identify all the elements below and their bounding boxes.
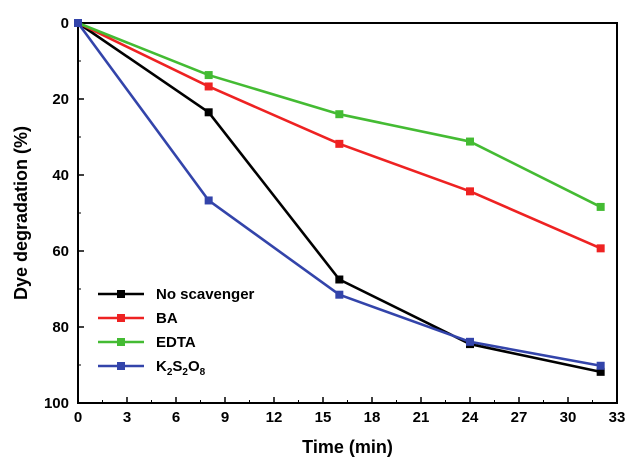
series-layer — [74, 19, 605, 376]
data-point — [335, 110, 344, 119]
series-0 — [74, 19, 605, 376]
legend-label: EDTA — [156, 334, 196, 351]
x-tick-label: 15 — [315, 409, 332, 426]
data-point — [596, 361, 605, 370]
x-tick-label: 12 — [266, 409, 283, 426]
data-point — [204, 71, 213, 80]
legend-label-part: 8 — [200, 367, 206, 378]
y-tick-label: 100 — [44, 395, 69, 412]
legend-item: No scavenger — [98, 286, 255, 303]
x-tick-label: 30 — [560, 409, 577, 426]
x-tick-label: 27 — [511, 409, 528, 426]
x-tick-label: 0 — [74, 409, 82, 426]
series-2 — [74, 19, 605, 211]
data-point — [466, 337, 474, 346]
legend-marker — [117, 290, 125, 298]
legend-label-part: EDTA — [156, 334, 196, 351]
data-point — [335, 275, 344, 284]
legend-item: BA — [98, 310, 178, 327]
legend-label: No scavenger — [156, 286, 255, 303]
legend-marker — [117, 362, 125, 370]
x-axis-ticks: 0 3 6 9 12 15 18 21 24 27 30 33 — [74, 397, 626, 426]
data-point — [596, 244, 605, 253]
y-axis-title: Dye degradation (%) — [11, 126, 31, 300]
data-point — [466, 137, 474, 146]
y-tick-label: 80 — [52, 319, 69, 336]
x-tick-label: 9 — [221, 409, 229, 426]
data-point — [596, 202, 605, 211]
y-axis-ticks: 0 20 40 60 80 100 — [44, 15, 84, 412]
data-point — [335, 290, 344, 299]
legend-marker — [117, 338, 125, 346]
legend-label-part: K — [156, 358, 167, 375]
legend-label-part: No scavenger — [156, 286, 255, 303]
legend-item: EDTA — [98, 334, 196, 351]
data-point — [204, 196, 213, 205]
data-point — [335, 139, 344, 148]
legend-label-part: O — [188, 358, 200, 375]
x-tick-label: 6 — [172, 409, 180, 426]
data-point — [74, 19, 82, 27]
legend-label-part: 2 — [182, 367, 188, 378]
legend-marker — [117, 314, 125, 322]
y-tick-label: 20 — [52, 91, 69, 108]
x-tick-label: 3 — [123, 409, 131, 426]
x-tick-label: 21 — [413, 409, 430, 426]
legend-item: K2S2O8 — [98, 358, 206, 378]
legend-label-part: BA — [156, 310, 178, 327]
legend-label-part: 2 — [167, 367, 173, 378]
legend-label-part: S — [172, 358, 182, 375]
y-tick-label: 60 — [52, 243, 69, 260]
data-point — [596, 367, 605, 376]
y-tick-label: 0 — [61, 15, 69, 32]
y-tick-label: 40 — [52, 167, 69, 184]
series-line — [77, 21, 602, 250]
data-point — [204, 108, 213, 117]
data-point — [204, 82, 213, 91]
x-tick-label: 33 — [609, 409, 626, 426]
x-tick-label: 18 — [364, 409, 381, 426]
x-axis-title: Time (min) — [302, 437, 393, 457]
x-tick-label: 24 — [462, 409, 479, 426]
series-3 — [74, 19, 605, 370]
legend-label: BA — [156, 310, 178, 327]
legend-label: K2S2O8 — [156, 358, 206, 378]
data-point — [466, 187, 474, 196]
